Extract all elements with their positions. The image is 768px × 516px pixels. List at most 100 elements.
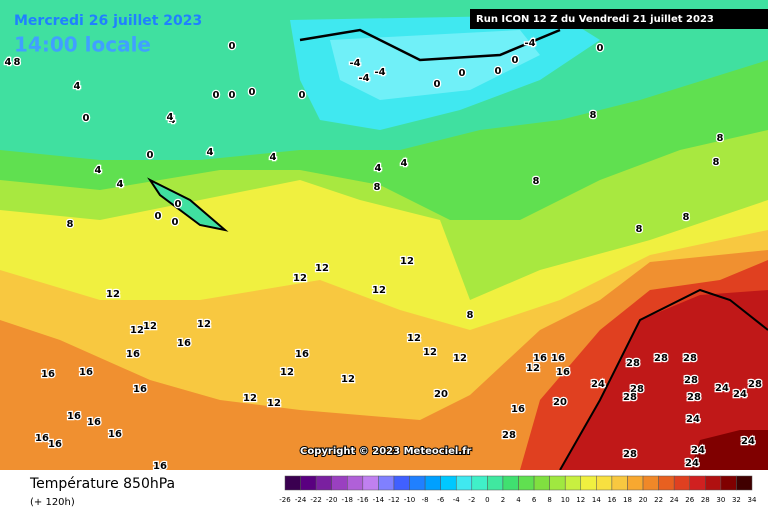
isotherm-label: 8 bbox=[717, 133, 724, 144]
isotherm-label: 0 bbox=[434, 79, 441, 90]
legend-tick-label: 4 bbox=[516, 496, 521, 504]
legend-tick-label: 20 bbox=[639, 496, 648, 504]
legend-swatch bbox=[642, 475, 659, 491]
isotherm-label: 8 bbox=[67, 219, 74, 230]
isotherm-label: 12 bbox=[130, 325, 144, 336]
isotherm-label: 16 bbox=[79, 367, 93, 378]
legend-swatch bbox=[487, 475, 504, 491]
legend-swatch bbox=[736, 475, 753, 491]
isotherm-label: 4 bbox=[270, 152, 277, 163]
isotherm-label: 16 bbox=[35, 433, 49, 444]
isotherm-label: 28 bbox=[687, 392, 701, 403]
isotherm-label: 8 bbox=[374, 182, 381, 193]
isotherm-label: 0 bbox=[512, 55, 519, 66]
legend-swatch bbox=[705, 475, 722, 491]
legend-swatch bbox=[720, 475, 737, 491]
legend-swatch bbox=[564, 475, 582, 491]
isotherm-label: 12 bbox=[315, 263, 329, 274]
legend-swatch bbox=[347, 475, 364, 491]
legend-tick-label: 24 bbox=[670, 496, 679, 504]
legend-swatch bbox=[689, 475, 706, 491]
legend-swatch bbox=[549, 475, 566, 491]
isotherm-label: 24 bbox=[733, 389, 747, 400]
legend-tick-label: -22 bbox=[310, 496, 321, 504]
legend-swatch bbox=[627, 475, 644, 491]
isotherm-label: 0 bbox=[229, 90, 236, 101]
isotherm-label: 8 bbox=[467, 310, 474, 321]
time: 14:00 locale bbox=[14, 33, 151, 57]
legend-tick-label: 10 bbox=[561, 496, 570, 504]
isotherm-label: 12 bbox=[341, 374, 355, 385]
isotherm-label: 16 bbox=[67, 411, 81, 422]
legend-swatch bbox=[596, 475, 613, 491]
isotherm-label: 12 bbox=[407, 333, 421, 344]
isotherm-label: 4 bbox=[95, 165, 102, 176]
isotherm-label: 12 bbox=[243, 393, 257, 404]
legend-tick-label: 16 bbox=[607, 496, 616, 504]
isotherm-label: 0 bbox=[175, 199, 182, 210]
isotherm-label: 16 bbox=[48, 439, 62, 450]
legend-swatch bbox=[362, 475, 379, 491]
legend-swatch bbox=[331, 475, 348, 491]
legend-tick-label: 22 bbox=[654, 496, 663, 504]
isotherm-label: 8 bbox=[636, 224, 643, 235]
legend-swatch bbox=[658, 475, 675, 491]
isotherm-label: 8 bbox=[683, 212, 690, 223]
legend-tick-label: 32 bbox=[732, 496, 741, 504]
legend-tick-label: -2 bbox=[468, 496, 475, 504]
legend-tick-label: -8 bbox=[422, 496, 429, 504]
isotherm-label: -4 bbox=[349, 58, 360, 69]
legend-tick-label: -26 bbox=[279, 496, 291, 504]
legend-tick-label: 26 bbox=[685, 496, 694, 504]
temperature-field bbox=[0, 0, 768, 471]
isotherm-label: 28 bbox=[623, 449, 637, 460]
legend-tick-label: 18 bbox=[623, 496, 632, 504]
isotherm-label: 12 bbox=[280, 367, 294, 378]
isotherm-label: 8 bbox=[14, 57, 21, 68]
legend-tick-label: -4 bbox=[453, 496, 461, 504]
isotherm-label: 12 bbox=[197, 319, 211, 330]
legend-swatch bbox=[518, 475, 535, 491]
legend-swatch bbox=[580, 475, 597, 491]
isotherm-label: 16 bbox=[108, 429, 122, 440]
band-28 bbox=[560, 290, 768, 470]
run: Run ICON 12 Z du Vendredi 21 juillet 202… bbox=[476, 14, 714, 25]
isotherm-label: 28 bbox=[626, 358, 640, 369]
isotherm-label: -4 bbox=[374, 67, 385, 78]
isotherm-label: 24 bbox=[691, 445, 705, 456]
isotherm-label: 16 bbox=[511, 404, 525, 415]
isotherm-label: 12 bbox=[143, 321, 157, 332]
isotherm-label: 28 bbox=[684, 375, 698, 386]
isotherm-label: -4 bbox=[524, 38, 535, 49]
isotherm-label: 0 bbox=[83, 113, 90, 124]
isotherm-label: 16 bbox=[41, 369, 55, 380]
legend-tick-label: 0 bbox=[485, 496, 489, 504]
isotherm-label: 12 bbox=[372, 285, 386, 296]
isotherm-label: 16 bbox=[126, 349, 140, 360]
legend-swatch bbox=[393, 475, 410, 491]
legend-swatch bbox=[611, 475, 628, 491]
isotherm-label: 28 bbox=[683, 353, 697, 364]
legend-tick-label: -16 bbox=[357, 496, 369, 504]
legend-swatch bbox=[378, 475, 395, 491]
isotherm-label: 12 bbox=[400, 256, 414, 267]
legend-tick-label: 8 bbox=[547, 496, 551, 504]
isotherm-label: 8 bbox=[590, 110, 597, 121]
isotherm-label: 20 bbox=[553, 397, 567, 408]
isotherm-label: 12 bbox=[267, 398, 281, 409]
legend-swatch bbox=[440, 475, 457, 491]
isotherm-label: 16 bbox=[533, 353, 547, 364]
isotherm-label: 0 bbox=[229, 41, 236, 52]
isotherm-label: 24 bbox=[591, 379, 605, 390]
legend-swatch bbox=[502, 475, 519, 491]
legend-tick-label: -14 bbox=[373, 496, 385, 504]
legend-swatch bbox=[284, 475, 301, 491]
isotherm-label: 4 bbox=[169, 115, 176, 126]
isotherm-label: 4 bbox=[375, 163, 382, 174]
isotherm-label: 28 bbox=[502, 430, 516, 441]
legend-swatch bbox=[300, 475, 317, 491]
isotherm-label: 16 bbox=[551, 353, 565, 364]
isotherm-label: 4 bbox=[401, 158, 408, 169]
